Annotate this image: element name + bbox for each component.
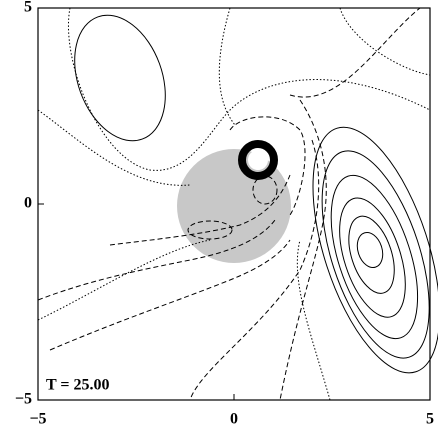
- contour-field: [37, 7, 438, 401]
- contour-line: [296, 239, 331, 401]
- contour-line: [289, 7, 421, 98]
- contour-line: [74, 14, 166, 142]
- x-tick-label: 5: [426, 411, 434, 428]
- contour-line: [189, 139, 320, 401]
- contour-line: [330, 174, 419, 340]
- contour-line: [37, 109, 191, 186]
- contour-line: [356, 231, 384, 269]
- vortex-core: [238, 140, 278, 180]
- contour-line: [339, 197, 406, 318]
- contour-line: [321, 150, 430, 359]
- contour-line: [279, 99, 327, 401]
- contour-line: [312, 126, 438, 374]
- contour-line: [68, 7, 431, 171]
- contour-line: [348, 215, 395, 294]
- contour-line: [37, 239, 211, 321]
- annotation: T = 25.00: [46, 377, 110, 394]
- x-tick-label: −5: [29, 411, 46, 428]
- y-tick-label: 5: [24, 0, 32, 16]
- y-tick-label: −5: [15, 391, 32, 408]
- contour-line: [37, 219, 276, 301]
- x-tick-label: 0: [230, 411, 238, 428]
- contour-line: [187, 220, 233, 240]
- contour-line: [229, 116, 306, 216]
- contour-line: [49, 239, 291, 351]
- y-tick-label: 0: [24, 195, 32, 212]
- vortex-center: [248, 150, 268, 170]
- contour-line: [339, 7, 431, 76]
- contour-line: [109, 174, 291, 246]
